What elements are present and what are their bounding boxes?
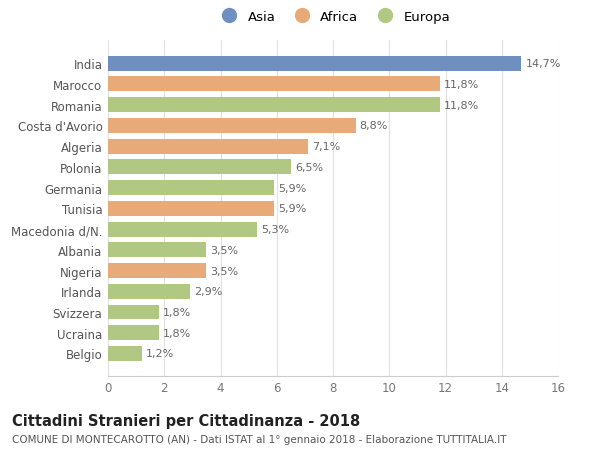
Bar (108, 118, 355, 134)
Text: 5,3%: 5,3% (261, 224, 289, 235)
Text: 1,2%: 1,2% (146, 349, 174, 358)
Legend: Asia, Africa, Europa: Asia, Africa, Europa (216, 11, 450, 24)
Text: 5,9%: 5,9% (278, 183, 307, 193)
Text: 11,8%: 11,8% (444, 101, 479, 110)
Bar (108, 325, 158, 341)
Text: 5,9%: 5,9% (278, 204, 307, 214)
Text: 1,8%: 1,8% (163, 308, 191, 317)
Text: Cittadini Stranieri per Cittadinanza - 2018: Cittadini Stranieri per Cittadinanza - 2… (12, 413, 360, 428)
Text: 11,8%: 11,8% (444, 80, 479, 90)
Bar (108, 346, 142, 361)
Bar (108, 305, 158, 320)
Bar (108, 222, 257, 237)
Bar (108, 98, 440, 113)
Text: 7,1%: 7,1% (312, 142, 340, 152)
Text: 2,9%: 2,9% (194, 286, 222, 297)
Text: COMUNE DI MONTECAROTTO (AN) - Dati ISTAT al 1° gennaio 2018 - Elaborazione TUTTI: COMUNE DI MONTECAROTTO (AN) - Dati ISTAT… (12, 434, 506, 444)
Bar (108, 56, 521, 72)
Bar (108, 160, 291, 175)
Text: 14,7%: 14,7% (526, 59, 561, 69)
Bar (108, 284, 190, 299)
Bar (108, 243, 206, 257)
Bar (108, 181, 274, 196)
Bar (108, 77, 440, 92)
Text: 3,5%: 3,5% (211, 245, 239, 255)
Text: 8,8%: 8,8% (360, 121, 388, 131)
Text: 3,5%: 3,5% (211, 266, 239, 276)
Bar (108, 202, 274, 216)
Text: 6,5%: 6,5% (295, 162, 323, 173)
Bar (108, 140, 308, 154)
Bar (108, 263, 206, 278)
Text: 1,8%: 1,8% (163, 328, 191, 338)
